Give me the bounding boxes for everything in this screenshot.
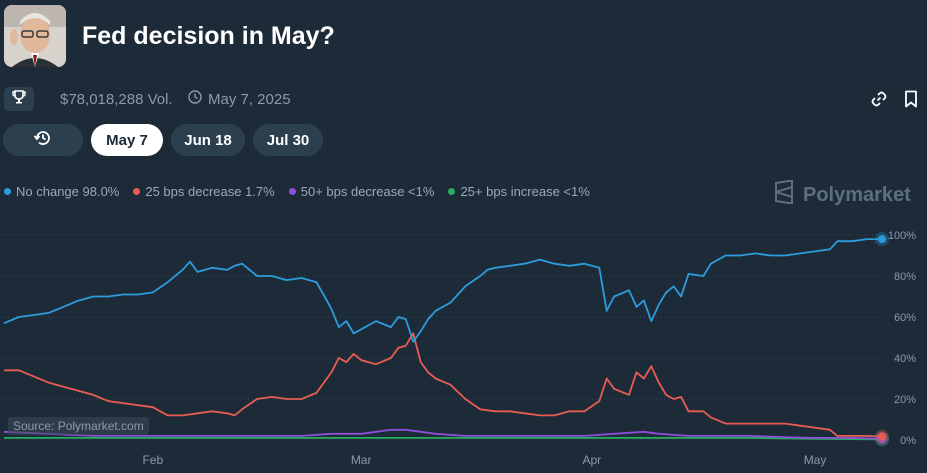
legend-dot: [288, 188, 296, 195]
bookmark-button[interactable]: [901, 90, 921, 113]
brand-name: Polymarket: [803, 183, 911, 206]
y-tick-label: 40%: [894, 353, 916, 365]
series-endpoint: [878, 235, 886, 244]
bookmark-icon: [903, 90, 919, 113]
legend-dot: [133, 188, 141, 195]
y-tick-label: 100%: [888, 230, 916, 242]
link-icon: [870, 90, 888, 113]
source-caption: Source: Polymarket.com: [8, 417, 149, 435]
y-tick-label: 80%: [894, 271, 916, 283]
legend-dot: [4, 188, 11, 195]
legend-item: 25 bps decrease 1.7%: [133, 184, 275, 199]
legend-item: No change 98.0%: [4, 184, 119, 199]
legend-label: 25+ bps increase <1%: [460, 184, 590, 199]
probability-chart[interactable]: 0% 20% 40% 60% 80% 100% Feb Mar Apr May: [0, 220, 927, 473]
x-tick-label: Feb: [142, 453, 163, 467]
legend-label: No change 98.0%: [16, 184, 120, 199]
market-avatar: [4, 5, 66, 67]
tab-jul-30[interactable]: Jul 30: [253, 124, 323, 156]
y-tick-label: 0%: [900, 435, 916, 447]
y-tick-label: 60%: [894, 312, 916, 324]
legend-item: 25+ bps increase <1%: [448, 184, 590, 199]
legend-label: 50+ bps decrease <1%: [300, 184, 435, 199]
legend-label: 25 bps decrease 1.7%: [145, 184, 275, 199]
series-line: [3, 428, 883, 440]
clock-icon: [188, 90, 202, 108]
volume-text: $78,018,288 Vol.: [60, 91, 173, 108]
tab-may-7[interactable]: May 7: [91, 124, 163, 156]
y-tick-label: 20%: [894, 394, 916, 406]
end-date-text: May 7, 2025: [208, 90, 291, 108]
legend-dot: [448, 188, 456, 195]
tab-jun-18[interactable]: Jun 18: [171, 124, 245, 156]
x-tick-label: Apr: [582, 453, 601, 467]
market-meta: $78,018,288 Vol. May 7, 2025: [0, 85, 927, 115]
history-button[interactable]: [3, 124, 83, 156]
end-date: May 7, 2025: [188, 90, 291, 108]
polymarket-brand: Polymarket: [773, 179, 911, 210]
x-tick-label: Mar: [351, 453, 372, 467]
legend-item: 50+ bps decrease <1%: [288, 184, 435, 199]
chart-legend: No change 98.0% 25 bps decrease 1.7% 50+…: [4, 184, 590, 199]
polymarket-logo-icon: [773, 179, 795, 210]
page-title: Fed decision in May?: [82, 22, 335, 50]
history-icon: [33, 128, 53, 152]
series-endpoint: [878, 432, 886, 441]
copy-link-button[interactable]: [869, 91, 889, 111]
series-line: [4, 437, 883, 441]
trophy-icon: [12, 89, 26, 109]
series-line: [3, 238, 882, 343]
market-header: Fed decision in May?: [0, 0, 927, 80]
trophy-button[interactable]: [4, 87, 34, 111]
series-line: [4, 332, 883, 438]
x-tick-label: May: [804, 453, 827, 467]
